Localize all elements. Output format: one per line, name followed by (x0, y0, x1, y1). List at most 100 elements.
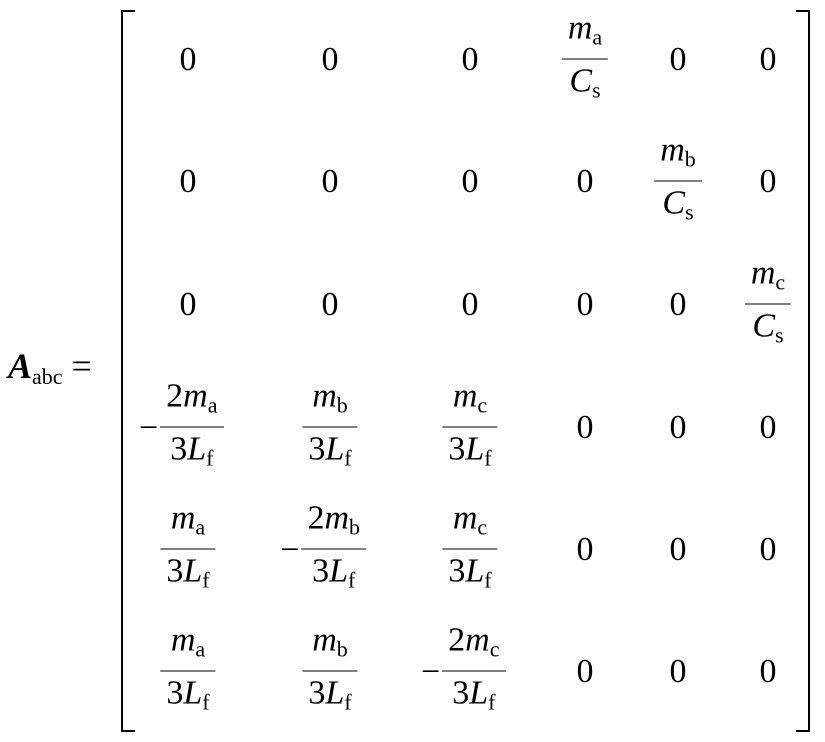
fraction: ma 3Lf (160, 500, 216, 601)
zero-entry: 0 (669, 531, 687, 568)
matrix-cell: 0 (180, 41, 197, 79)
variable: C (569, 62, 593, 100)
zero-entry: 0 (576, 286, 594, 323)
variable: L (329, 552, 349, 590)
left-bracket (121, 10, 135, 732)
matrix-cell: 0 (670, 653, 687, 691)
right-bracket (796, 10, 810, 732)
denominator: Cs (744, 303, 792, 356)
fraction: 2mb 3Lf (301, 500, 367, 601)
variable: L (183, 674, 203, 712)
subscript: f (206, 445, 214, 471)
subscript: b (349, 514, 361, 540)
zero-entry: 0 (576, 531, 594, 568)
matrix-cell: 0 (670, 409, 687, 447)
fraction: 2ma 3Lf (160, 377, 224, 479)
matrix-cell: mb Cs (654, 132, 702, 233)
variable: C (752, 307, 776, 345)
coefficient: 3 (452, 674, 470, 712)
fraction: mb Cs (654, 132, 702, 233)
variable: m (183, 377, 208, 415)
zero-entry: 0 (669, 286, 687, 323)
numerator: 2mc (442, 622, 505, 671)
matrix-cell: 0 (760, 163, 777, 201)
fraction: mc 3Lf (442, 500, 498, 601)
matrix-cell: 0 (577, 409, 594, 447)
zero-entry: 0 (669, 653, 687, 690)
matrix-cell: mc 3Lf (442, 500, 498, 601)
subscript: b (336, 636, 348, 662)
subscript: s (592, 77, 601, 103)
matrix-cell: 0 (180, 286, 197, 324)
matrix-cell: mc 3Lf (442, 378, 498, 479)
coefficient: 3 (312, 552, 330, 590)
matrix-cell: − 2mc 3Lf (421, 622, 506, 723)
zero-entry: 0 (759, 41, 777, 78)
subscript: b (336, 392, 348, 418)
zero-entry: 0 (669, 41, 687, 78)
subscript: c (489, 636, 500, 662)
coefficient: 2 (166, 377, 184, 415)
matrix-cell: 0 (577, 163, 594, 201)
variable: m (660, 131, 685, 169)
equals-sign: = (71, 346, 92, 386)
matrix-cell: 0 (462, 41, 479, 79)
matrix-cell: 0 (670, 531, 687, 569)
variable: m (312, 377, 337, 415)
subscript: f (484, 567, 492, 593)
zero-entry: 0 (576, 653, 594, 690)
matrix-symbol: A (8, 346, 33, 386)
matrix-cell: ma 3Lf (160, 622, 216, 723)
subscript: a (195, 514, 206, 540)
coefficient: 2 (448, 621, 466, 659)
zero-entry: 0 (759, 163, 777, 200)
numerator: 2mb (301, 500, 366, 549)
numerator: mb (302, 378, 357, 427)
coefficient: 3 (308, 674, 326, 712)
subscript: f (202, 689, 210, 715)
matrix-cell: 0 (577, 653, 594, 691)
minus-sign: − (420, 653, 441, 690)
denominator: 3Lf (442, 548, 498, 601)
zero-entry: 0 (759, 409, 777, 446)
matrix-cell: 0 (577, 531, 594, 569)
zero-entry: 0 (576, 163, 594, 200)
matrix-cell: 0 (577, 286, 594, 324)
matrix-cell: 0 (760, 531, 777, 569)
zero-entry: 0 (759, 531, 777, 568)
coefficient: 3 (170, 430, 188, 468)
matrix-subscript: abc (32, 364, 63, 389)
variable: m (312, 621, 337, 659)
matrix-cell: 0 (760, 653, 777, 691)
matrix-cell: 0 (760, 41, 777, 79)
numerator: ma (562, 10, 608, 59)
matrix-cell: 0 (462, 163, 479, 201)
matrix-cell: ma 3Lf (160, 500, 216, 601)
subscript: c (477, 392, 488, 418)
fraction: mc Cs (744, 255, 792, 356)
subscript: s (775, 322, 784, 348)
minus-sign: − (138, 409, 159, 446)
denominator: 3Lf (160, 548, 216, 601)
numerator: mc (442, 378, 497, 427)
matrix-cell: 0 (322, 286, 339, 324)
zero-entry: 0 (461, 286, 479, 323)
fraction: 2mc 3Lf (442, 622, 506, 723)
matrix-cell: − 2mb 3Lf (280, 500, 367, 601)
variable: L (187, 430, 207, 468)
matrix-cell: 0 (322, 41, 339, 79)
subscript: s (685, 199, 694, 225)
subscript: a (195, 636, 206, 662)
coefficient: 3 (308, 430, 326, 468)
numerator: mc (442, 500, 497, 549)
matrix-cell: 0 (322, 163, 339, 201)
fraction: mc 3Lf (442, 378, 498, 479)
variable: m (567, 9, 593, 47)
variable: L (469, 674, 489, 712)
zero-entry: 0 (461, 163, 479, 200)
fraction: ma 3Lf (160, 622, 216, 723)
fraction: mb 3Lf (302, 378, 358, 479)
denominator: 3Lf (302, 426, 358, 479)
denominator: 3Lf (442, 426, 498, 479)
matrix-cell: 0 (180, 163, 197, 201)
